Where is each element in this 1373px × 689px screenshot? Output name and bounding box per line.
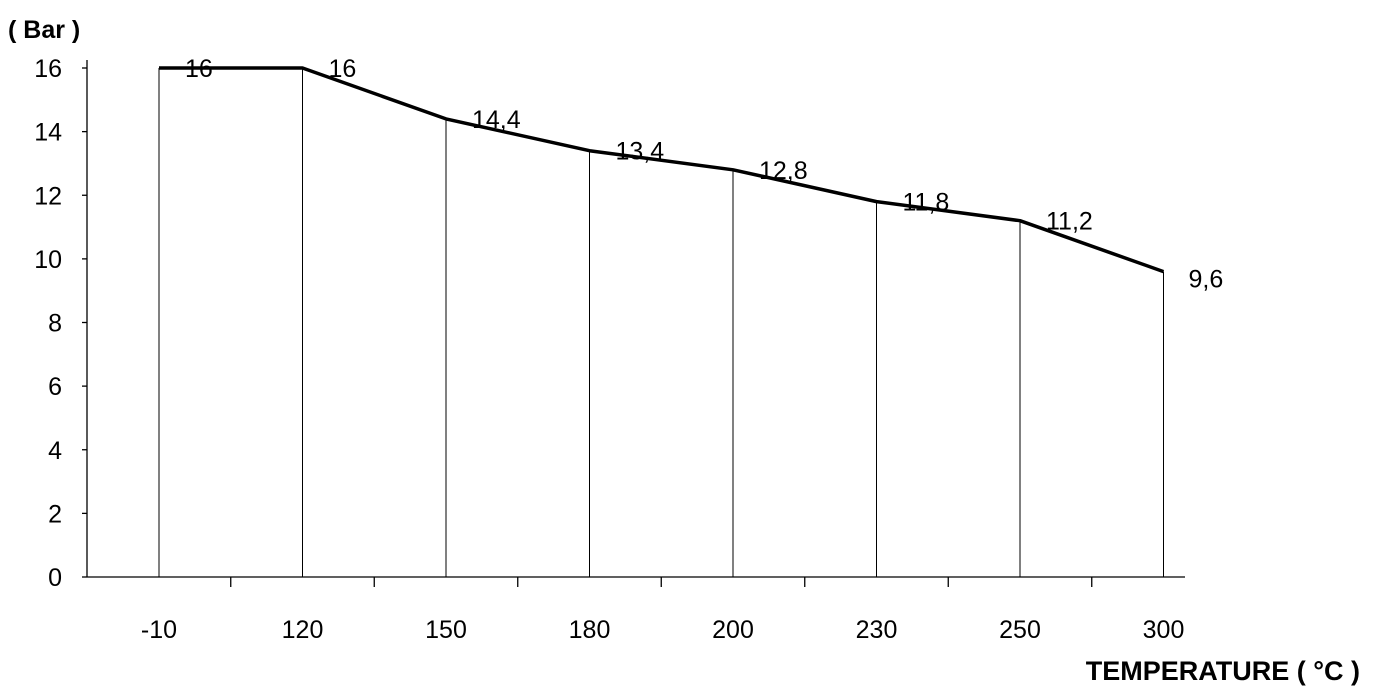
x-tick-label: 150 bbox=[425, 616, 467, 644]
x-tick-label: 120 bbox=[282, 616, 324, 644]
x-tick-label: 250 bbox=[999, 616, 1041, 644]
y-tick-label: 0 bbox=[48, 564, 62, 592]
y-tick-label: 16 bbox=[34, 55, 62, 83]
x-tick-label: 200 bbox=[712, 616, 754, 644]
x-tick-label: 300 bbox=[1143, 616, 1185, 644]
y-tick-label: 12 bbox=[34, 182, 62, 210]
data-label: 16 bbox=[185, 55, 213, 83]
y-axis-unit-label: ( Bar ) bbox=[8, 16, 80, 44]
y-tick-label: 2 bbox=[48, 500, 62, 528]
data-label: 9,6 bbox=[1189, 266, 1224, 294]
data-label: 13,4 bbox=[616, 138, 665, 166]
series-line bbox=[159, 66, 1165, 274]
axes: 0 2 4 6 8 10 12 14 16 -10 120 150 180 200 230 250 300 bbox=[34, 55, 1185, 644]
y-tick-label: 6 bbox=[48, 373, 62, 401]
data-label: 14,4 bbox=[472, 106, 521, 134]
data-label: 11,8 bbox=[903, 189, 950, 217]
y-tick-label: 10 bbox=[34, 246, 62, 274]
data-label: 11,2 bbox=[1046, 208, 1093, 236]
y-tick-label: 8 bbox=[48, 310, 62, 338]
data-label: 16 bbox=[329, 55, 357, 83]
drop-lines bbox=[158, 68, 1164, 577]
x-tick-label: 230 bbox=[856, 616, 898, 644]
x-tick-label: -10 bbox=[141, 616, 177, 644]
y-tick-label: 4 bbox=[48, 437, 62, 465]
y-tick-label: 14 bbox=[34, 119, 62, 147]
x-axis-title: TEMPERATURE ( °C ) bbox=[1086, 656, 1360, 686]
series bbox=[159, 66, 1165, 274]
labels: 16 16 14,4 13,4 12,8 11,8 11,2 9,6 bbox=[185, 55, 1223, 294]
data-label: 12,8 bbox=[759, 157, 808, 185]
x-tick-label: 180 bbox=[569, 616, 611, 644]
